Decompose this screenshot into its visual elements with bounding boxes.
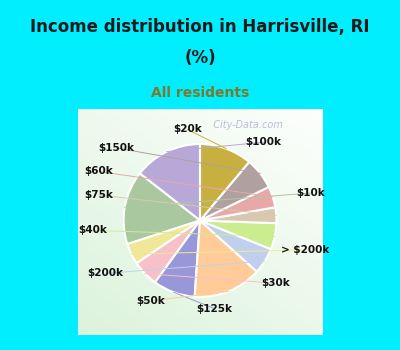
Wedge shape	[200, 207, 276, 223]
Text: $20k: $20k	[173, 124, 202, 134]
Text: $75k: $75k	[85, 190, 114, 200]
Text: $10k: $10k	[296, 188, 325, 198]
Wedge shape	[127, 220, 200, 263]
Text: $125k: $125k	[197, 304, 233, 314]
Text: $50k: $50k	[137, 296, 165, 306]
Text: (%): (%)	[184, 49, 216, 67]
Text: $30k: $30k	[261, 278, 290, 288]
Wedge shape	[124, 174, 200, 244]
Text: > $200k: > $200k	[281, 245, 329, 255]
Text: $60k: $60k	[85, 167, 114, 176]
Wedge shape	[140, 144, 200, 220]
Text: All residents: All residents	[151, 86, 249, 100]
Text: City-Data.com: City-Data.com	[208, 120, 283, 130]
Wedge shape	[200, 220, 276, 249]
Text: $40k: $40k	[78, 225, 107, 235]
Wedge shape	[137, 220, 200, 282]
Wedge shape	[155, 220, 200, 297]
Text: $150k: $150k	[99, 143, 135, 153]
Text: $200k: $200k	[87, 268, 123, 278]
Text: $100k: $100k	[246, 137, 282, 147]
Wedge shape	[200, 220, 271, 272]
Text: Income distribution in Harrisville, RI: Income distribution in Harrisville, RI	[30, 18, 370, 36]
Wedge shape	[200, 144, 249, 220]
Wedge shape	[195, 220, 257, 297]
Wedge shape	[200, 162, 269, 220]
Wedge shape	[200, 187, 275, 220]
